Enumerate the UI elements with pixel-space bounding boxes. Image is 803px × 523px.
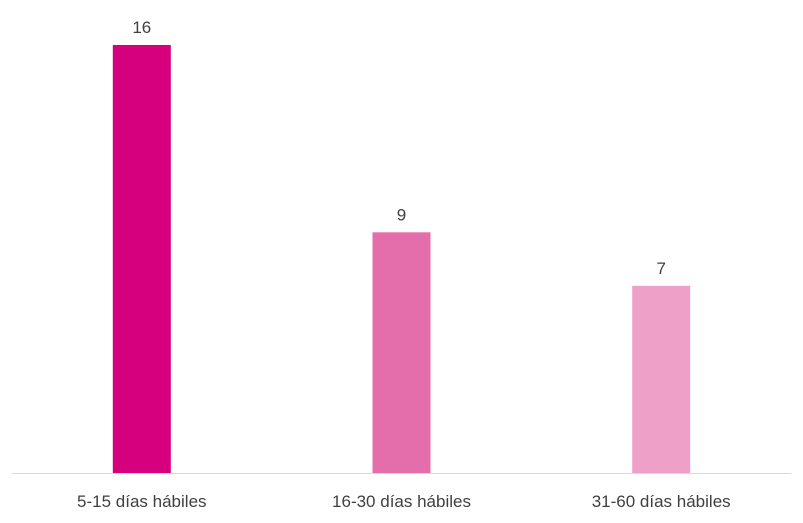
category-label-3: 31-60 días hábiles [592,492,731,511]
bar-3 [632,285,691,474]
bars-layer [112,45,691,474]
value-label-2: 9 [397,205,406,224]
category-labels-layer: 5-15 días hábiles 16-30 días hábiles 31-60… [77,492,731,511]
category-label-2: 16-30 días hábiles [332,492,471,511]
bar-1 [112,45,171,473]
value-label-1: 16 [132,18,151,37]
value-label-3: 7 [656,259,665,278]
category-label-1: 5-15 días hábiles [77,492,206,511]
bar-2 [372,232,431,474]
